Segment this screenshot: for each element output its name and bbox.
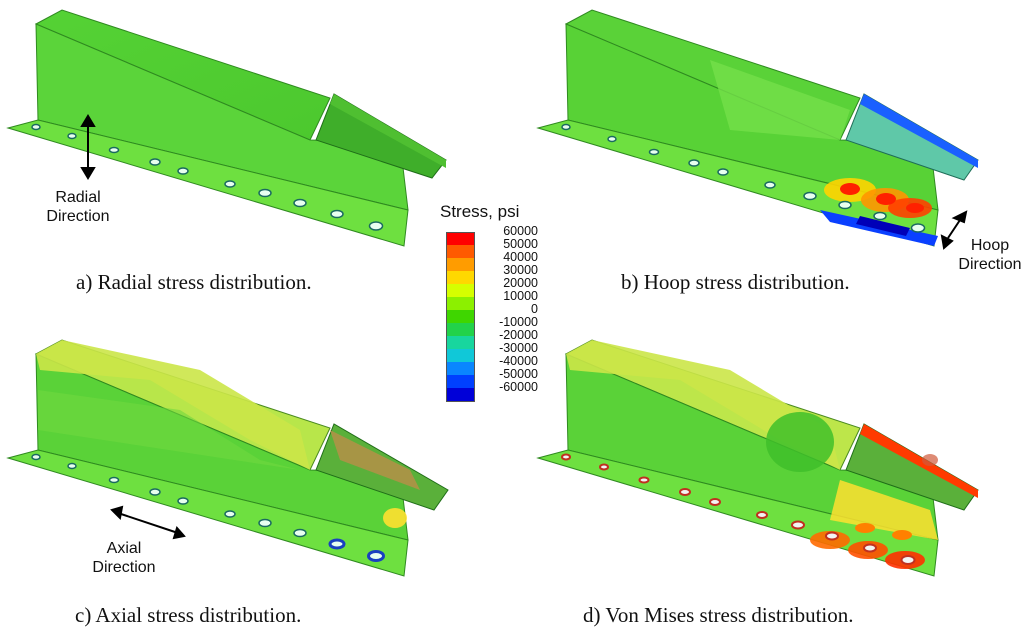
hoop-direction-arrow (940, 210, 968, 250)
caption-axial: c) Axial stress distribution. (75, 603, 302, 627)
legend-swatch-1 (446, 245, 474, 258)
legend-tick: 60000 (503, 224, 538, 238)
legend-tick: -20000 (499, 328, 538, 342)
legend-swatch-7 (446, 323, 474, 336)
legend-swatch-0 (446, 232, 474, 245)
legend-swatch-5 (446, 297, 474, 310)
panel-axial-stress (0, 330, 470, 580)
hoop-direction-label: Hoop Direction (958, 237, 1022, 273)
legend-tick: 0 (531, 302, 538, 316)
caption-hoop: b) Hoop stress distribution. (621, 270, 850, 294)
legend-swatch-2 (446, 258, 474, 271)
caption-radial: a) Radial stress distribution. (76, 270, 312, 294)
legend-swatch-11 (446, 375, 474, 388)
axial-direction-arrow (110, 505, 186, 540)
legend-border (446, 232, 475, 402)
legend-swatch-8 (446, 336, 474, 349)
panel-hoop-stress (530, 0, 1029, 260)
legend-tick: 20000 (503, 276, 538, 290)
legend-swatch-6 (446, 310, 474, 323)
legend-tick: -30000 (499, 341, 538, 355)
legend-tick: -10000 (499, 315, 538, 329)
legend-tick: -40000 (499, 354, 538, 368)
legend-swatch-3 (446, 271, 474, 284)
axial-direction-label: Axial Direction (92, 540, 156, 576)
von-mises-stress-model (536, 339, 979, 577)
legend-swatch-9 (446, 349, 474, 362)
legend-swatch-4 (446, 284, 474, 297)
legend-swatch-12 (446, 388, 474, 401)
legend-tick: 50000 (503, 237, 538, 251)
panel-von-mises-stress (530, 330, 1029, 580)
legend-tick: -50000 (499, 367, 538, 381)
caption-von-mises: d) Von Mises stress distribution. (583, 603, 854, 627)
panel-radial-stress (0, 0, 470, 250)
legend-tick: -60000 (499, 380, 538, 394)
legend-tick: 40000 (503, 250, 538, 264)
radial-direction-arrow (80, 114, 96, 180)
hoop-stress-model (536, 9, 979, 250)
radial-direction-label: Radial Direction (46, 189, 110, 225)
legend-swatch-10 (446, 362, 474, 375)
axial-stress-model (6, 339, 449, 577)
radial-stress-model (6, 9, 447, 247)
legend-title: Stress, psi (440, 202, 520, 221)
legend-tick: 10000 (503, 289, 538, 303)
legend-tick: 30000 (503, 263, 538, 277)
